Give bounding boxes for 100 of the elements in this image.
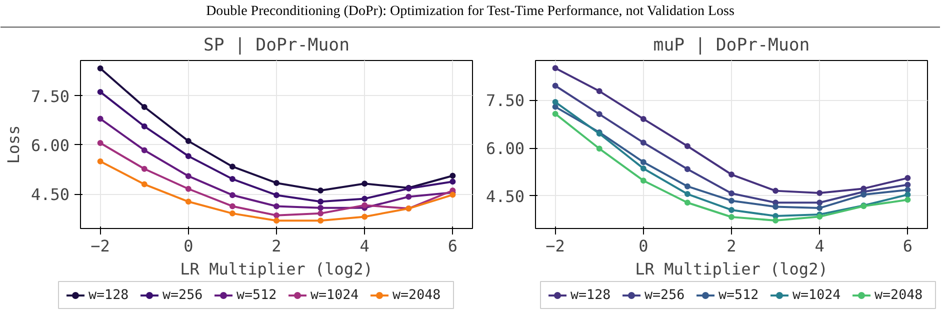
point (728, 190, 734, 196)
point (684, 200, 690, 206)
point (185, 186, 192, 192)
legend-label: w=512 (718, 288, 759, 303)
point (640, 159, 646, 166)
point (684, 166, 690, 172)
y-tick-label: 6.00 (486, 139, 524, 158)
point (596, 88, 602, 94)
point (904, 192, 911, 198)
point (185, 153, 192, 160)
x-tick-label: 6 (448, 236, 458, 256)
point (816, 200, 823, 206)
point (596, 111, 602, 118)
point (229, 203, 236, 210)
point (229, 192, 236, 198)
y-axis-title: Loss (4, 125, 23, 164)
legend-label: w=512 (236, 288, 277, 303)
x-tick-label: 4 (814, 236, 824, 256)
point (772, 218, 779, 224)
point (362, 196, 368, 202)
point (274, 192, 280, 198)
point (274, 180, 280, 186)
x-tick-label: 0 (184, 236, 194, 256)
chart-title: SP | DoPr-Muon (203, 36, 350, 56)
x-tick-label: 4 (360, 236, 370, 256)
point (728, 172, 734, 178)
legend-label: w=128 (88, 288, 129, 303)
point (318, 198, 324, 205)
point (274, 212, 280, 218)
legend-label: w=1024 (310, 288, 359, 303)
point (904, 175, 911, 182)
point (185, 198, 192, 205)
point (406, 194, 412, 200)
point (640, 116, 646, 122)
point (141, 166, 148, 172)
point (185, 173, 192, 180)
x-tick-label: 2 (272, 236, 282, 256)
chart-title: muP | DoPr-Muon (653, 36, 810, 56)
legend-label: w=1024 (792, 288, 841, 303)
point (318, 210, 324, 216)
point (684, 191, 690, 197)
point (229, 176, 236, 182)
point (728, 214, 734, 220)
y-tick-label: 4.50 (30, 185, 70, 204)
point (552, 110, 558, 117)
point (97, 158, 104, 164)
y-tick-label: 6.00 (30, 136, 70, 155)
point (552, 99, 558, 106)
point (97, 88, 104, 95)
point (450, 178, 456, 185)
point (97, 65, 104, 72)
point (362, 214, 368, 220)
legend-label: w=256 (644, 288, 685, 303)
x-tick-label: 0 (638, 236, 648, 256)
point (772, 204, 779, 210)
point (318, 188, 324, 194)
point (318, 204, 324, 211)
x-tick-label: 2 (726, 236, 736, 256)
legend-label: w=256 (162, 288, 203, 303)
point (318, 218, 324, 224)
y-tick-label: 7.50 (30, 86, 70, 106)
point (141, 123, 148, 130)
point (141, 104, 148, 110)
point (552, 65, 558, 72)
point (904, 196, 911, 203)
x-axis-title: LR Multiplier (log2) (635, 260, 828, 278)
x-axis-title: LR Multiplier (log2) (180, 260, 373, 278)
point (728, 198, 734, 204)
y-tick-label: 4.50 (486, 186, 524, 206)
legend-label: w=2048 (874, 288, 923, 303)
point (362, 202, 368, 208)
point (185, 138, 192, 144)
legend-label: w=128 (570, 288, 611, 303)
point (860, 192, 867, 198)
x-tick-label: −2 (90, 236, 110, 256)
x-tick-label: −2 (546, 236, 565, 256)
point (640, 178, 646, 184)
point (684, 143, 690, 150)
text: Double Preconditioning (DoPr): Optimization for Test-Time Performance, not Validation Loss (206, 4, 734, 20)
x-tick-label: 6 (902, 236, 913, 256)
point (596, 146, 602, 152)
point (640, 140, 646, 146)
point (229, 210, 236, 216)
point (362, 180, 368, 187)
point (141, 181, 148, 188)
point (274, 203, 280, 210)
point (772, 188, 779, 194)
point (728, 206, 734, 213)
point (640, 165, 646, 172)
point (274, 218, 280, 224)
point (450, 172, 456, 179)
y-tick-label: 7.50 (486, 91, 524, 110)
point (552, 82, 558, 89)
point (816, 214, 823, 220)
legend-label: w=2048 (392, 288, 441, 303)
point (904, 182, 911, 188)
point (229, 164, 236, 170)
point (450, 192, 456, 198)
point (97, 116, 104, 122)
point (141, 147, 148, 154)
